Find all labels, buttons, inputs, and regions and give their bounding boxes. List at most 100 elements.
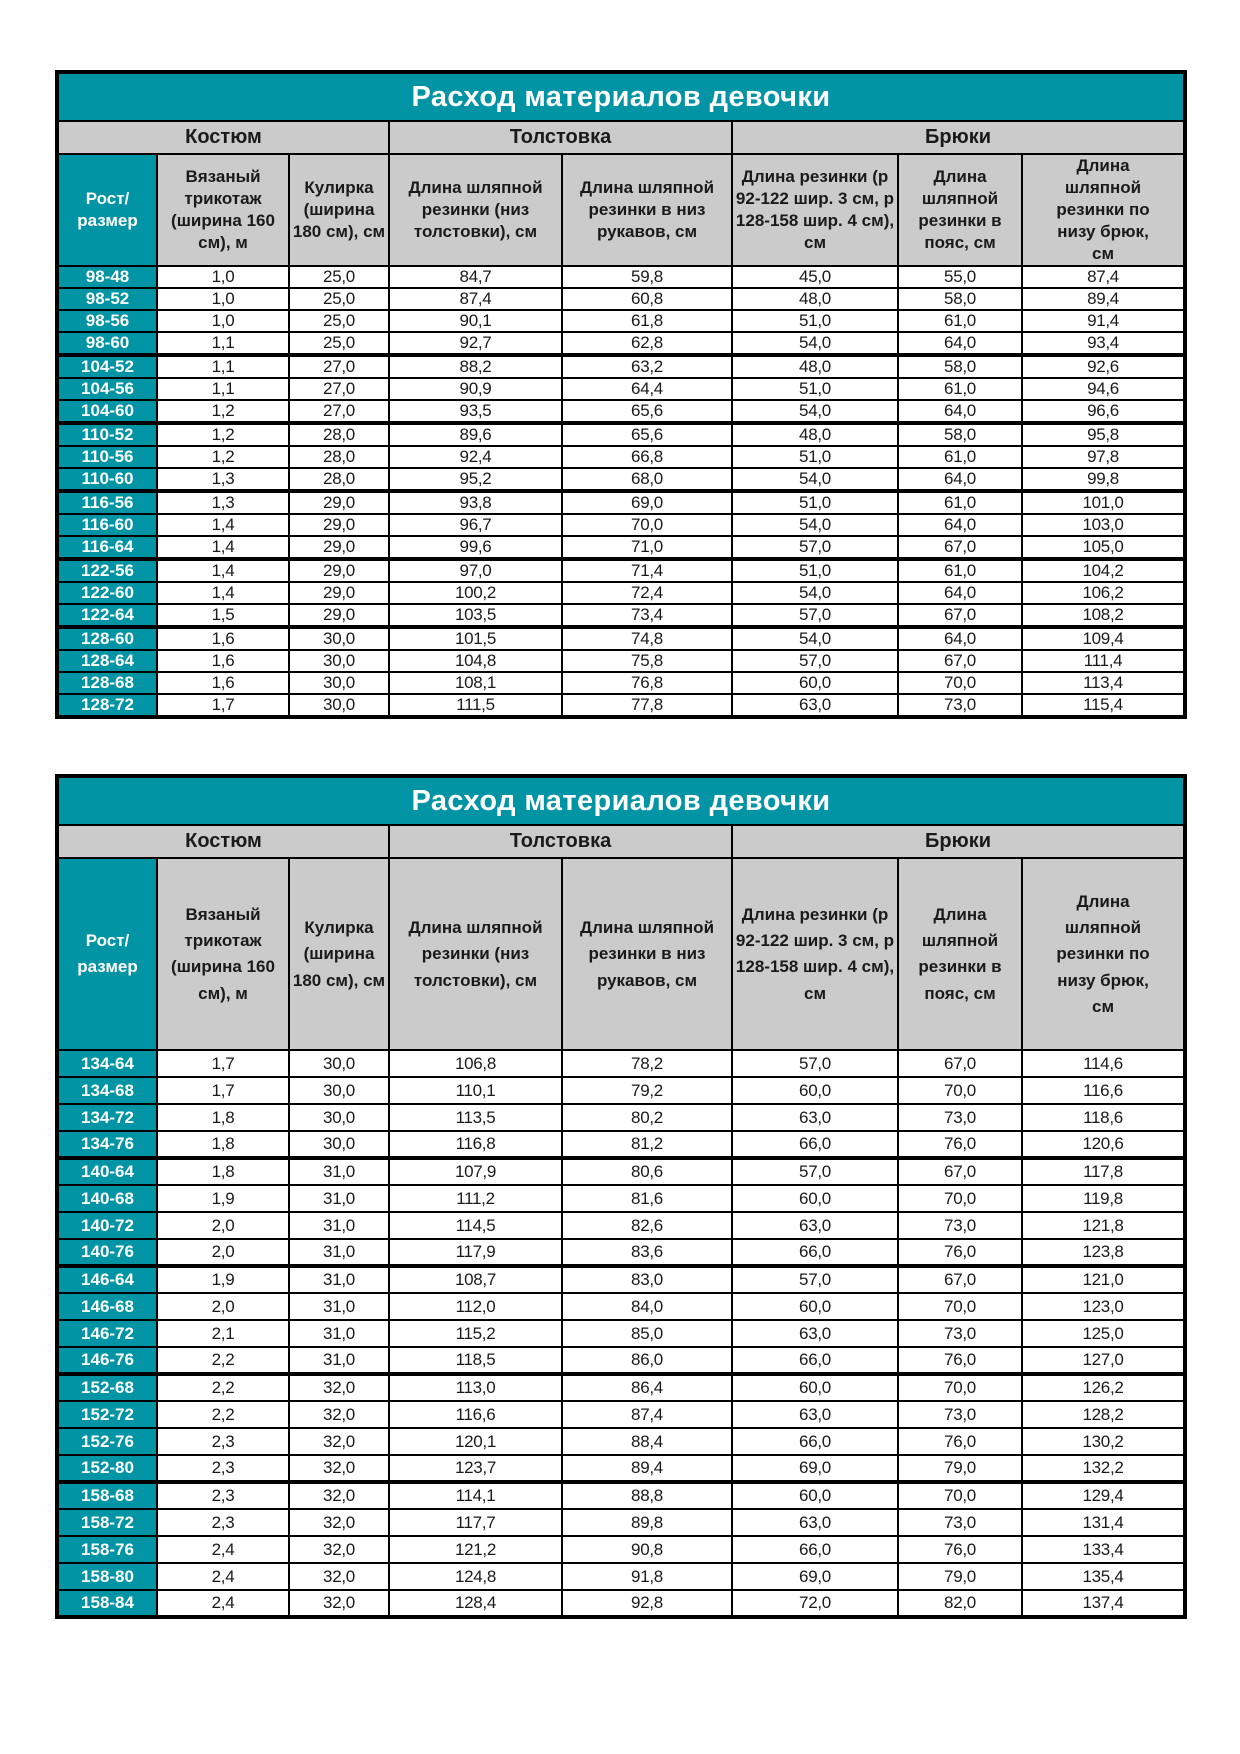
- value-cell: 65,6: [561, 399, 733, 425]
- group-header-hoodie: Толстовка: [388, 824, 733, 860]
- value-cell: 58,0: [897, 287, 1023, 312]
- table-row: 134-68 1,7 30,0 110,1 79,2 60,0 70,0 116,6: [56, 1076, 1187, 1106]
- value-cell: 31,0: [288, 1319, 390, 1349]
- value-cell: 59,8: [561, 265, 733, 290]
- value-cell: 2,1: [156, 1319, 290, 1349]
- value-cell: 25,0: [288, 265, 390, 290]
- value-cell: 60,8: [561, 287, 733, 312]
- value-cell: 77,8: [561, 693, 733, 719]
- value-cell: 72,0: [731, 1589, 899, 1619]
- value-cell: 87,4: [561, 1400, 733, 1430]
- value-cell: 54,0: [731, 399, 899, 425]
- value-cell: 31,0: [288, 1156, 390, 1187]
- value-cell: 120,6: [1020, 1130, 1187, 1160]
- row-size-label: 140-72: [56, 1211, 158, 1241]
- value-cell: 71,4: [561, 557, 733, 584]
- value-cell: 65,6: [561, 421, 733, 448]
- value-cell: 81,2: [561, 1130, 733, 1160]
- value-cell: 113,4: [1020, 671, 1187, 696]
- value-cell: 92,6: [1020, 353, 1187, 380]
- table-row: 158-72 2,3 32,0 117,7 89,8 63,0 73,0 131,4: [56, 1508, 1187, 1538]
- row-size-label: 116-64: [56, 535, 158, 561]
- value-cell: 106,2: [1020, 581, 1187, 606]
- materials-table-girls-1: Расход материалов девочки Костюм Толстов…: [55, 70, 1188, 720]
- value-cell: 108,2: [1020, 603, 1187, 629]
- value-cell: 48,0: [731, 287, 899, 312]
- value-cell: 84,7: [388, 265, 563, 290]
- row-size-label: 158-76: [56, 1535, 158, 1565]
- value-cell: 60,0: [731, 1292, 899, 1322]
- value-cell: 94,6: [1020, 377, 1187, 402]
- value-cell: 51,0: [731, 377, 899, 402]
- value-cell: 69,0: [731, 1562, 899, 1592]
- value-cell: 76,0: [897, 1346, 1023, 1376]
- value-cell: 64,0: [897, 581, 1023, 606]
- group-header-suit: Костюм: [56, 120, 390, 155]
- row-size-label: 116-60: [56, 513, 158, 538]
- value-cell: 67,0: [897, 603, 1023, 629]
- value-cell: 111,4: [1020, 649, 1187, 674]
- value-cell: 109,4: [1020, 625, 1187, 652]
- value-cell: 32,0: [288, 1508, 390, 1538]
- column-header-kulirka: Кулирка (ширина 180 см), см: [288, 857, 390, 1052]
- value-cell: 1,6: [156, 649, 290, 674]
- table-row: 128-64 1,6 30,0 104,8 75,8 57,0 67,0 111,4: [56, 649, 1187, 674]
- value-cell: 70,0: [897, 1480, 1023, 1511]
- value-cell: 2,0: [156, 1211, 290, 1241]
- table-row: 158-68 2,3 32,0 114,1 88,8 60,0 70,0 129,4: [56, 1480, 1187, 1511]
- value-cell: 71,0: [561, 535, 733, 561]
- value-cell: 60,0: [731, 1184, 899, 1214]
- value-cell: 126,2: [1020, 1372, 1187, 1403]
- value-cell: 25,0: [288, 331, 390, 357]
- row-size-label: 158-80: [56, 1562, 158, 1592]
- table-row: 110-52 1,2 28,0 89,6 65,6 48,0 58,0 95,8: [56, 421, 1187, 448]
- value-cell: 128,2: [1020, 1400, 1187, 1430]
- value-cell: 2,0: [156, 1292, 290, 1322]
- value-cell: 30,0: [288, 1103, 390, 1133]
- value-cell: 32,0: [288, 1480, 390, 1511]
- value-cell: 63,2: [561, 353, 733, 380]
- value-cell: 124,8: [388, 1562, 563, 1592]
- value-cell: 89,4: [561, 1454, 733, 1484]
- value-cell: 66,0: [731, 1346, 899, 1376]
- value-cell: 114,1: [388, 1480, 563, 1511]
- value-cell: 86,0: [561, 1346, 733, 1376]
- value-cell: 130,2: [1020, 1427, 1187, 1457]
- value-cell: 95,2: [388, 467, 563, 493]
- value-cell: 67,0: [897, 1264, 1023, 1295]
- value-cell: 73,0: [897, 1319, 1023, 1349]
- table-row: 158-80 2,4 32,0 124,8 91,8 69,0 79,0 135,4: [56, 1562, 1187, 1592]
- value-cell: 61,0: [897, 377, 1023, 402]
- value-cell: 103,0: [1020, 513, 1187, 538]
- value-cell: 115,2: [388, 1319, 563, 1349]
- value-cell: 73,0: [897, 693, 1023, 719]
- table-row: 146-76 2,2 31,0 118,5 86,0 66,0 76,0 127,0: [56, 1346, 1187, 1376]
- value-cell: 31,0: [288, 1211, 390, 1241]
- value-cell: 1,8: [156, 1130, 290, 1160]
- value-cell: 30,0: [288, 693, 390, 719]
- value-cell: 104,2: [1020, 557, 1187, 584]
- value-cell: 93,4: [1020, 331, 1187, 357]
- value-cell: 30,0: [288, 1130, 390, 1160]
- value-cell: 82,0: [897, 1589, 1023, 1619]
- column-header-kulirka: Кулирка (ширина 180 см), см: [288, 152, 390, 268]
- row-size-label: 134-76: [56, 1130, 158, 1160]
- value-cell: 31,0: [288, 1346, 390, 1376]
- value-cell: 1,4: [156, 581, 290, 606]
- row-size-label: 128-68: [56, 671, 158, 696]
- value-cell: 101,0: [1020, 489, 1187, 516]
- value-cell: 74,8: [561, 625, 733, 652]
- value-cell: 1,7: [156, 1049, 290, 1079]
- value-cell: 114,6: [1020, 1049, 1187, 1079]
- row-size-label: 98-48: [56, 265, 158, 290]
- value-cell: 66,0: [731, 1130, 899, 1160]
- value-cell: 29,0: [288, 535, 390, 561]
- value-cell: 2,3: [156, 1508, 290, 1538]
- value-cell: 32,0: [288, 1454, 390, 1484]
- value-cell: 118,5: [388, 1346, 563, 1376]
- value-cell: 89,6: [388, 421, 563, 448]
- value-cell: 108,7: [388, 1264, 563, 1295]
- value-cell: 83,6: [561, 1238, 733, 1268]
- value-cell: 32,0: [288, 1589, 390, 1619]
- row-size-label: 158-68: [56, 1480, 158, 1511]
